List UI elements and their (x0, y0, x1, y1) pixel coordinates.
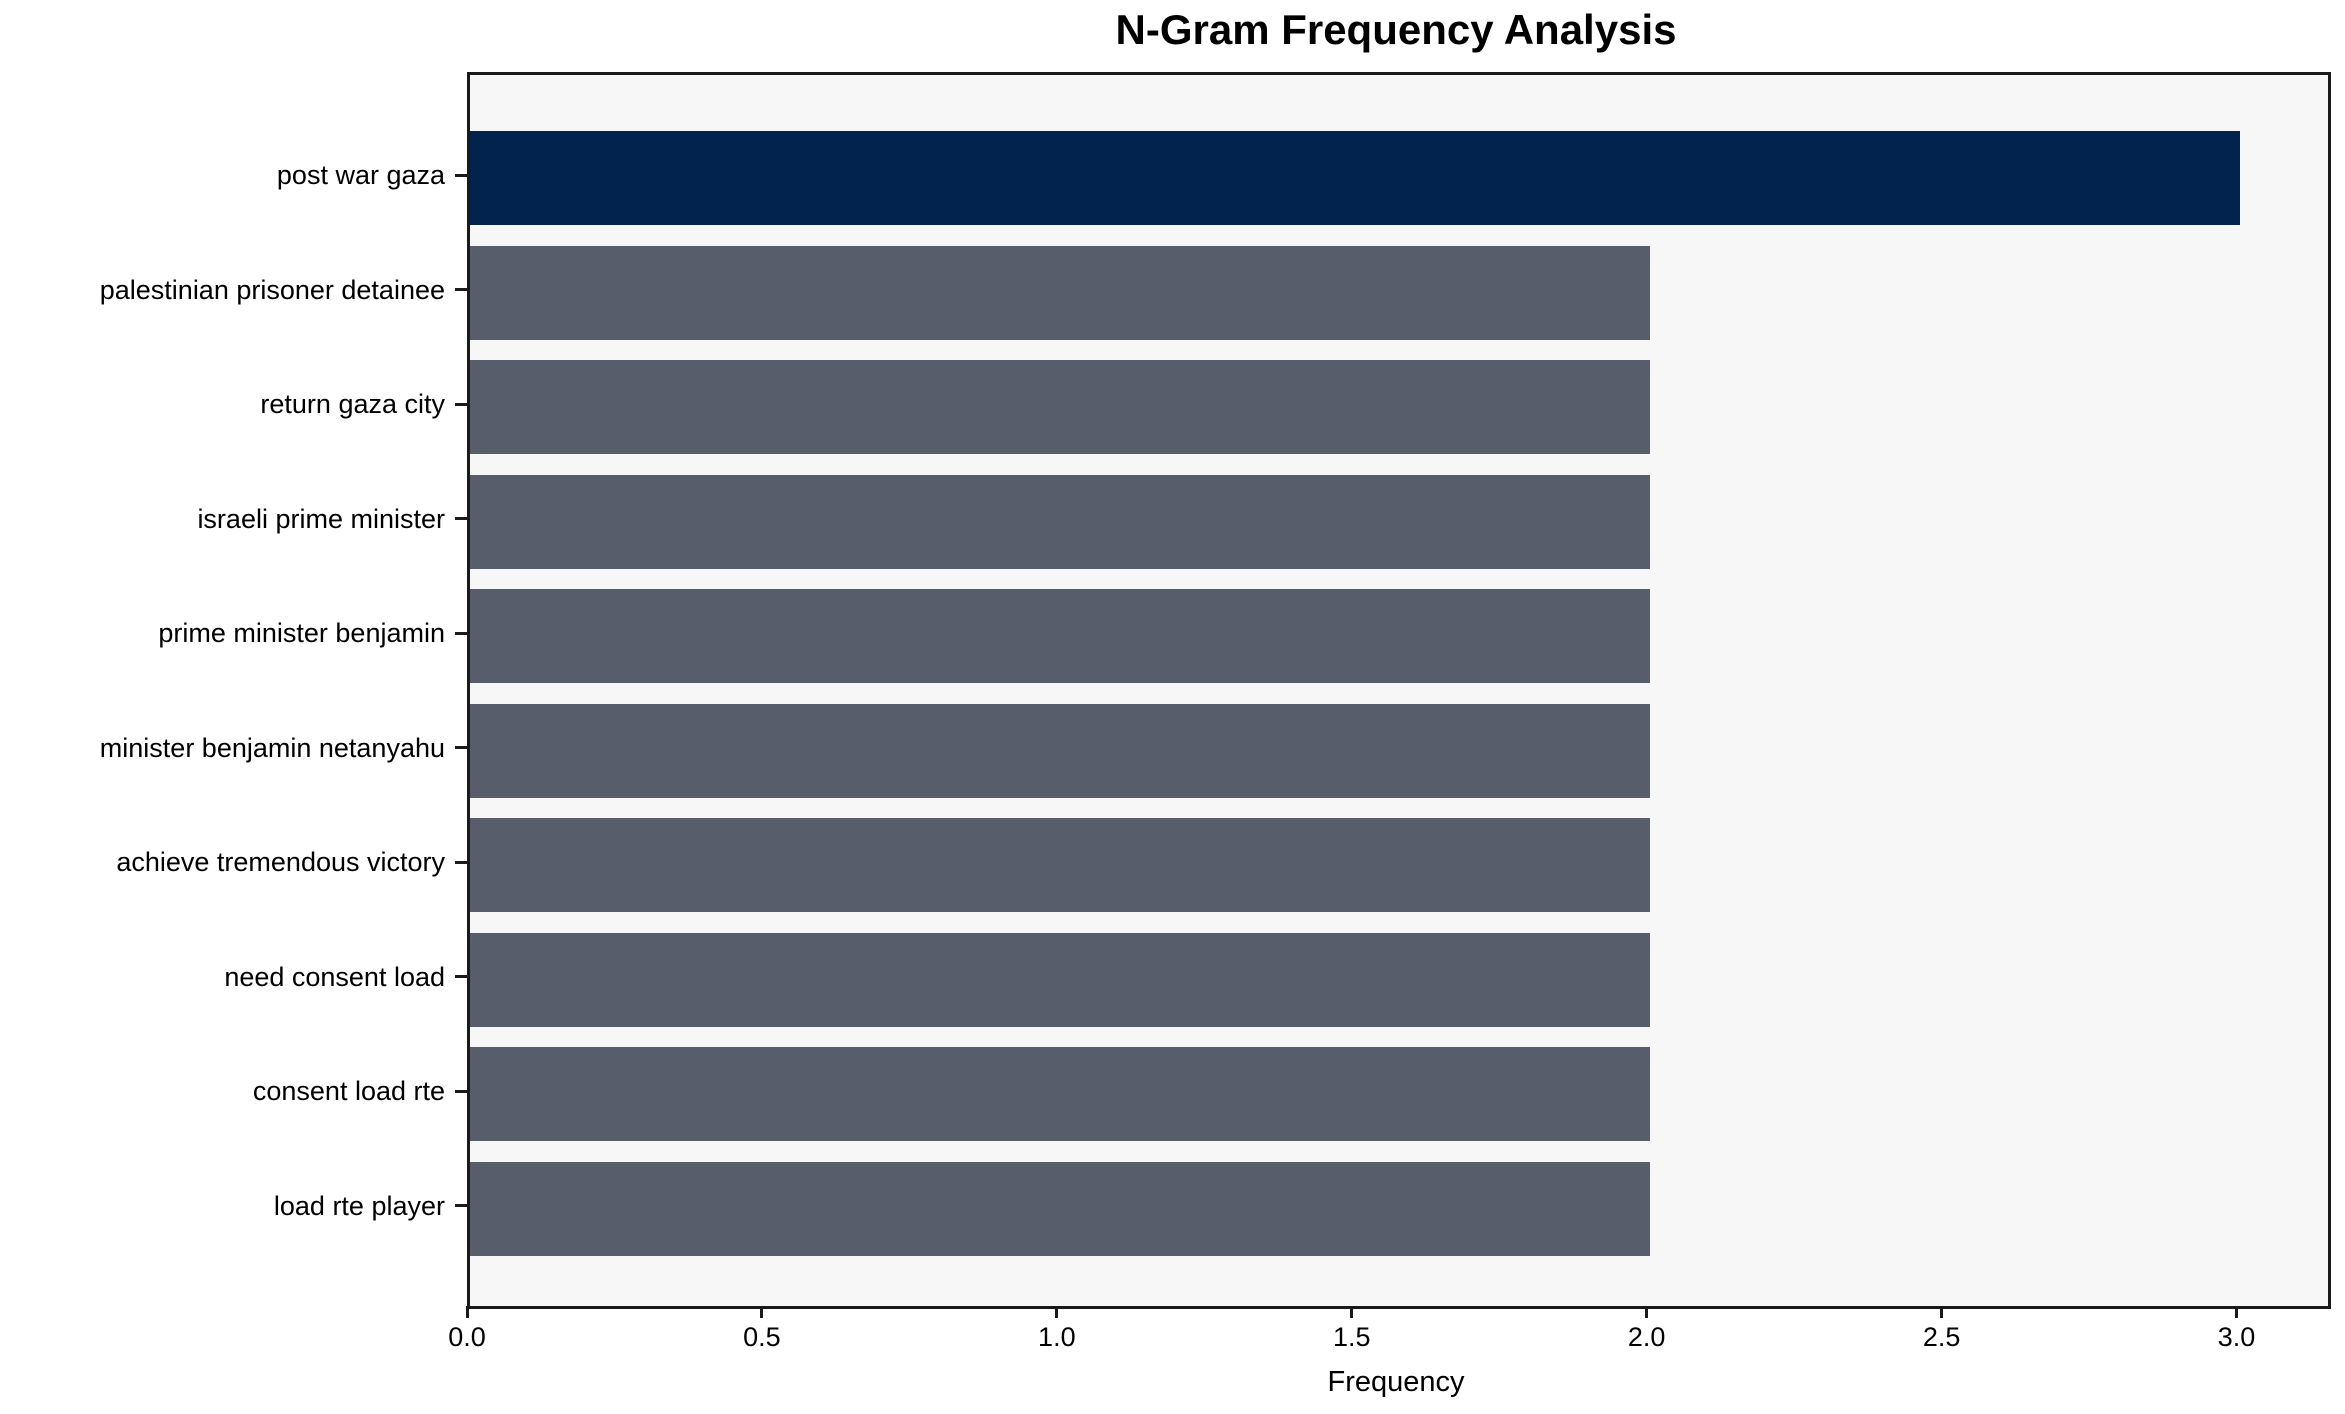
y-tick-mark (455, 517, 467, 520)
x-tick-mark (760, 1306, 764, 1318)
y-tick-mark (455, 860, 467, 864)
x-tick-mark (1055, 1306, 1059, 1318)
y-tick-mark (455, 631, 467, 635)
y-tick-mark (455, 746, 467, 749)
bar-load-rte-player (470, 1161, 1650, 1256)
x-tick-label: 1.0 (1038, 1322, 1076, 1352)
y-axis-label: prime minister benjamin (158, 618, 445, 648)
x-tick-mark (1940, 1306, 1944, 1318)
y-tick-mark (455, 1089, 467, 1093)
x-tick-mark (465, 1306, 469, 1318)
bar-post-war-gaza (470, 131, 2240, 225)
y-axis-label: palestinian prisoner detainee (99, 274, 445, 305)
y-axis-label: achieve tremendous victory (116, 847, 445, 877)
y-tick-mark (455, 1204, 467, 1207)
x-tick-label: 2.5 (1922, 1322, 1961, 1352)
x-tick-label: 0.0 (448, 1322, 486, 1352)
y-axis-label: consent load rte (252, 1076, 445, 1106)
bar-achieve-tremendous-victory (470, 818, 1650, 912)
bar-minister-benjamin-netanyahu (470, 703, 1650, 798)
y-tick-mark (455, 975, 467, 978)
y-axis-label: israeli prime minister (197, 503, 445, 534)
y-axis-label: post war gaza (276, 160, 445, 190)
x-tick-mark (1350, 1306, 1354, 1318)
bar-need-consent-load (470, 932, 1650, 1027)
y-axis-label: minister benjamin netanyahu (99, 732, 445, 763)
bar-palestinian-prisoner-detainee (470, 245, 1650, 340)
x-tick-mark (1645, 1306, 1649, 1318)
x-tick-label: 3.0 (2217, 1322, 2256, 1352)
y-tick-mark (455, 288, 467, 291)
y-axis-label: need consent load (224, 961, 445, 992)
x-tick-label: 0.5 (743, 1322, 781, 1352)
y-tick-mark (455, 402, 467, 406)
y-tick-mark (455, 173, 467, 177)
y-axis-label: load rte player (273, 1190, 445, 1221)
x-tick-label: 1.5 (1332, 1322, 1371, 1352)
x-tick-label: 2.0 (1627, 1322, 1666, 1352)
chart-title: N-Gram Frequency Analysis (1115, 6, 1677, 53)
x-tick-mark (2235, 1306, 2239, 1318)
bar-israeli-prime-minister (470, 474, 1650, 569)
bar-return-gaza-city (470, 360, 1650, 454)
plot-area (467, 72, 2331, 1309)
bar-prime-minister-benjamin (470, 589, 1650, 683)
y-axis-label: return gaza city (260, 389, 445, 419)
x-axis-title: Frequency (1327, 1366, 1465, 1398)
bar-consent-load-rte (470, 1047, 1650, 1141)
